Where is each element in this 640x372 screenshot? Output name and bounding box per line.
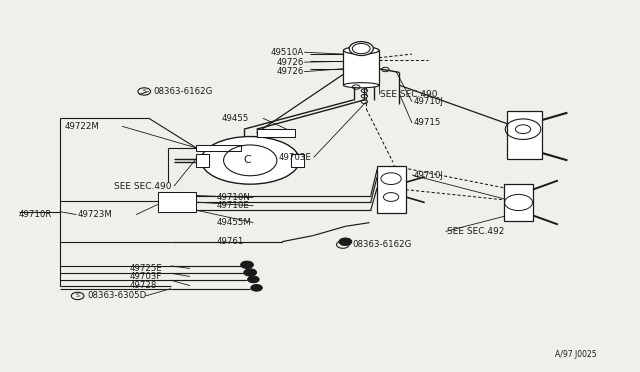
Text: 49715: 49715	[414, 118, 441, 128]
Text: 49728: 49728	[130, 281, 157, 290]
Bar	[507, 111, 542, 158]
Text: 49703F: 49703F	[130, 272, 162, 281]
Text: C: C	[243, 155, 251, 165]
Ellipse shape	[349, 42, 373, 55]
Bar	[196, 145, 241, 151]
Ellipse shape	[201, 137, 300, 184]
Text: 49455: 49455	[221, 114, 249, 123]
Circle shape	[241, 261, 253, 269]
Text: 49710E: 49710E	[216, 201, 250, 210]
Text: 49710R: 49710R	[19, 210, 52, 219]
Ellipse shape	[344, 83, 379, 88]
Bar	[344, 51, 379, 85]
Text: 49510A: 49510A	[271, 48, 304, 57]
Text: 49710N: 49710N	[216, 193, 250, 202]
Bar	[196, 154, 209, 167]
Circle shape	[251, 285, 262, 291]
Text: 49723M: 49723M	[77, 210, 113, 219]
Text: SEE SEC.490: SEE SEC.490	[380, 90, 438, 99]
Text: 49725E: 49725E	[130, 264, 163, 273]
Bar	[291, 154, 304, 167]
Circle shape	[244, 269, 257, 276]
Text: 49710J: 49710J	[414, 97, 444, 106]
Text: SEE SEC.492: SEE SEC.492	[447, 227, 504, 236]
Ellipse shape	[344, 47, 379, 54]
Bar	[504, 184, 532, 221]
Circle shape	[248, 276, 259, 283]
Text: 49722M: 49722M	[65, 122, 100, 131]
Text: 08363-6305D: 08363-6305D	[87, 291, 147, 301]
Bar	[158, 192, 196, 212]
Text: 08363-6162G: 08363-6162G	[154, 87, 213, 96]
Text: S: S	[142, 89, 146, 94]
Text: S: S	[76, 294, 79, 298]
Text: 08363-6162G: 08363-6162G	[353, 240, 412, 249]
Circle shape	[339, 238, 352, 246]
Bar	[377, 166, 406, 214]
Text: S: S	[341, 242, 345, 247]
Text: SEE SEC.490: SEE SEC.490	[114, 182, 172, 190]
Text: 49455M: 49455M	[216, 218, 252, 227]
Text: 49726: 49726	[276, 58, 304, 67]
Bar	[257, 129, 294, 137]
Text: 49703E: 49703E	[279, 153, 312, 162]
Text: A/97 J0025: A/97 J0025	[555, 350, 596, 359]
Text: 49710J: 49710J	[414, 170, 444, 180]
Text: 49761: 49761	[216, 237, 244, 246]
Text: 49726: 49726	[276, 67, 304, 76]
